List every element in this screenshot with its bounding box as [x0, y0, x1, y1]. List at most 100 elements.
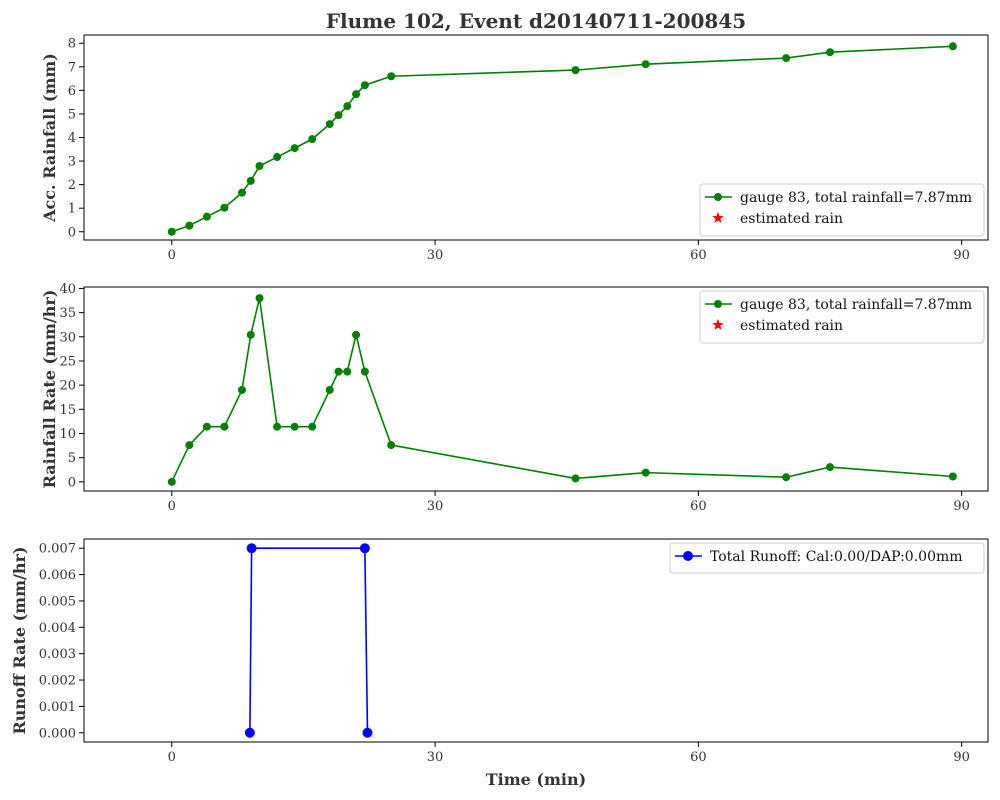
- y-tick-label: 25: [59, 354, 76, 369]
- plot-frame: [83, 34, 989, 241]
- y-tick-label: 1: [68, 202, 76, 217]
- y-axis-label: Runoff Rate (mm/hr): [10, 546, 29, 734]
- data-point: [362, 727, 373, 738]
- plot-frame: [83, 538, 989, 743]
- data-point: [826, 48, 835, 57]
- legend-marker: [714, 193, 722, 201]
- data-point: [185, 221, 194, 230]
- y-tick-label: 30: [59, 330, 76, 345]
- y-tick-label: 0.006: [39, 568, 76, 583]
- data-point: [782, 473, 791, 482]
- y-tick-label: 0.005: [39, 594, 76, 609]
- data-point: [308, 422, 317, 431]
- legend: gauge 83, total rainfall=7.87mm estimated…: [699, 290, 985, 344]
- data-point: [202, 422, 211, 431]
- data-point: [641, 60, 650, 69]
- data-point: [220, 422, 229, 431]
- legend-marker: [683, 551, 693, 561]
- x-tick-label: 90: [953, 248, 970, 263]
- legend-label: Total Runoff: Cal:0.00/DAP:0.00mm: [710, 549, 963, 565]
- chart-panel-3: 0 30 60 90 0.000 0.001 0.002 0.003 0.004 0.005 0.0…: [10, 538, 989, 765]
- data-point: [255, 294, 264, 303]
- legend: Total Runoff: Cal:0.00/DAP:0.00mm: [669, 542, 985, 574]
- data-point: [255, 162, 264, 171]
- y-axis-label: Rainfall Rate (mm/hr): [40, 290, 59, 489]
- y-tick-label: 5: [68, 451, 76, 466]
- data-point: [826, 463, 835, 472]
- x-axis-label: Time (min): [486, 770, 586, 789]
- legend-box: [669, 542, 985, 574]
- x-tick-label: 0: [168, 499, 176, 514]
- data-point: [308, 135, 317, 144]
- x-tick-label: 30: [427, 750, 444, 765]
- data-point: [325, 120, 334, 129]
- y-tick-label: 4: [68, 131, 76, 146]
- y-tick-label: 2: [68, 178, 76, 193]
- y-tick-label: 0.007: [39, 542, 76, 557]
- data-point: [246, 543, 257, 554]
- y-tick-label: 20: [59, 379, 76, 394]
- y-tick-label: 40: [59, 282, 76, 297]
- chart-panels: 0 30 60 90 0 1 2 3 4 5 6 7 8 Acc. Rainfall (mm) gauge …: [10, 34, 989, 765]
- x-tick-label: 0: [168, 248, 176, 263]
- data-point: [273, 422, 282, 431]
- data-point: [641, 468, 650, 477]
- data-point: [202, 212, 211, 221]
- data-point: [360, 367, 369, 376]
- x-tick-label: 30: [427, 499, 444, 514]
- data-point: [325, 385, 334, 394]
- data-point: [290, 144, 299, 153]
- legend-label: estimated rain: [740, 211, 843, 227]
- legend-box: [699, 290, 985, 344]
- data-point: [343, 102, 352, 111]
- data-point: [359, 543, 370, 554]
- data-point: [290, 422, 299, 431]
- legend-label: estimated rain: [740, 318, 843, 334]
- data-point: [948, 42, 957, 51]
- data-point: [571, 66, 580, 75]
- y-tick-label: 15: [59, 403, 76, 418]
- y-tick-label: 0.001: [39, 700, 76, 715]
- plot-area: [167, 42, 957, 236]
- y-tick-label: 10: [59, 427, 76, 442]
- legend-marker-star: [712, 319, 724, 330]
- data-point: [571, 474, 580, 483]
- legend: gauge 83, total rainfall=7.87mm estimated…: [699, 183, 985, 237]
- data-point: [237, 188, 246, 197]
- series-line: [249, 547, 369, 733]
- y-tick-label: 0.002: [39, 674, 76, 689]
- legend-label: gauge 83, total rainfall=7.87mm: [740, 297, 972, 313]
- data-point: [167, 227, 176, 236]
- x-tick-label: 60: [690, 750, 707, 765]
- plot-area: [167, 294, 957, 486]
- data-point: [948, 472, 957, 481]
- data-point: [334, 111, 343, 120]
- data-point: [782, 54, 791, 63]
- plot-frame: [83, 286, 989, 492]
- plot-area: [244, 543, 373, 738]
- data-point: [334, 367, 343, 376]
- y-tick-label: 3: [68, 155, 76, 170]
- data-point: [360, 81, 369, 90]
- legend-label: gauge 83, total rainfall=7.87mm: [740, 190, 972, 206]
- data-point: [246, 176, 255, 185]
- y-tick-label: 0: [68, 475, 76, 490]
- x-tick-label: 30: [427, 248, 444, 263]
- x-tick-label: 0: [168, 750, 176, 765]
- x-tick-label: 60: [690, 499, 707, 514]
- y-tick-label: 7: [68, 60, 76, 75]
- chart-panel-1: 0 30 60 90 0 1 2 3 4 5 6 7 8 Acc. Rainfall (mm) gauge …: [40, 34, 989, 263]
- data-point: [185, 441, 194, 450]
- x-tick-label: 90: [953, 750, 970, 765]
- data-point: [220, 203, 229, 212]
- data-point: [352, 330, 361, 339]
- y-tick-label: 0.004: [39, 621, 76, 636]
- data-point: [387, 72, 396, 81]
- y-tick-label: 0: [68, 225, 76, 240]
- x-tick-label: 60: [690, 248, 707, 263]
- data-point: [343, 367, 352, 376]
- data-point: [352, 90, 361, 99]
- y-tick-label: 6: [68, 84, 76, 99]
- y-axis-label: Acc. Rainfall (mm): [40, 53, 59, 223]
